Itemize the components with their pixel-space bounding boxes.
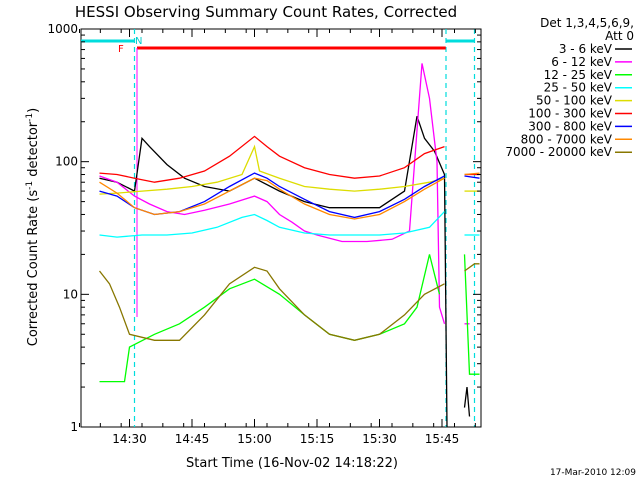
chart-title: HESSI Observing Summary Count Rates, Cor…: [75, 3, 457, 21]
y-axis-label-main: Corrected Count Rate (s: [26, 190, 41, 347]
plot-frame: [80, 28, 482, 428]
series-line-7000-20000keV: [98, 266, 445, 341]
flag-n-label: N: [135, 36, 142, 47]
y-axis-ticks: 1 10 100 1000: [47, 22, 481, 434]
x-tick-label: 15:00: [237, 432, 272, 446]
y-axis-label: Corrected Count Rate (s-1 detector-1): [25, 108, 41, 346]
legend-label: 300 - 800 keV: [528, 119, 612, 133]
y-axis-label-end: ): [26, 108, 41, 113]
legend-label: 800 - 7000 keV: [521, 132, 613, 146]
legend-label: 12 - 25 keV: [544, 68, 613, 82]
series-line-800-7000keV: [464, 172, 480, 176]
legend-label: 6 - 12 keV: [551, 55, 613, 69]
series-line-25-50keV: [99, 211, 445, 238]
x-tick-label: 15:15: [300, 432, 335, 446]
night-bars: [81, 29, 476, 427]
x-tick-label: 15:30: [362, 432, 397, 446]
y-tick-label: 10: [63, 287, 78, 301]
y-tick-label: 100: [55, 155, 78, 169]
flag-bars: [136, 46, 446, 317]
legend-label: 3 - 6 keV: [559, 42, 613, 56]
series-line-7000-20000keV: [464, 263, 480, 272]
series-line-3-6keV: [99, 115, 448, 428]
series-line-3-6keV: [463, 387, 471, 417]
x-tick-label: 14:30: [112, 432, 147, 446]
legend-title-line2: Att 0: [605, 29, 634, 43]
series-line-100-300keV: [99, 135, 445, 183]
x-tick-label: 14:45: [175, 432, 210, 446]
flag-f-label: F: [118, 44, 124, 55]
legend-title-line1: Det 1,3,4,5,6,9,: [540, 16, 634, 30]
legend-label: 25 - 50 keV: [544, 81, 613, 95]
y-axis-label-mid: detector: [26, 121, 41, 181]
legend-label: 100 - 300 keV: [528, 107, 612, 121]
x-axis-label: Start Time (16-Nov-02 14:18:22): [186, 456, 398, 471]
x-axis-ticks: 14:30 14:45 15:00 15:15 15:30 15:45: [79, 29, 476, 446]
series-line-300-800keV: [99, 172, 445, 219]
y-tick-label: 1: [70, 420, 78, 434]
series-line-300-800keV: [464, 175, 480, 179]
y-axis-label-sup2: -1: [25, 113, 35, 122]
legend-label: 7000 - 20000 keV: [505, 145, 612, 159]
series-line-6-12keV: [99, 63, 446, 324]
timestamp: 17-Mar-2010 12:09: [550, 468, 636, 478]
series-layer: [98, 63, 480, 428]
series-line-50-100keV: [99, 144, 445, 195]
y-axis-label-sup1: -1: [25, 181, 35, 190]
series-line-800-7000keV: [99, 177, 445, 220]
legend-label: 50 - 100 keV: [536, 94, 613, 108]
y-tick-label: 1000: [47, 22, 78, 36]
x-tick-label: 15:45: [425, 432, 460, 446]
series-line-12-25keV: [463, 254, 480, 375]
